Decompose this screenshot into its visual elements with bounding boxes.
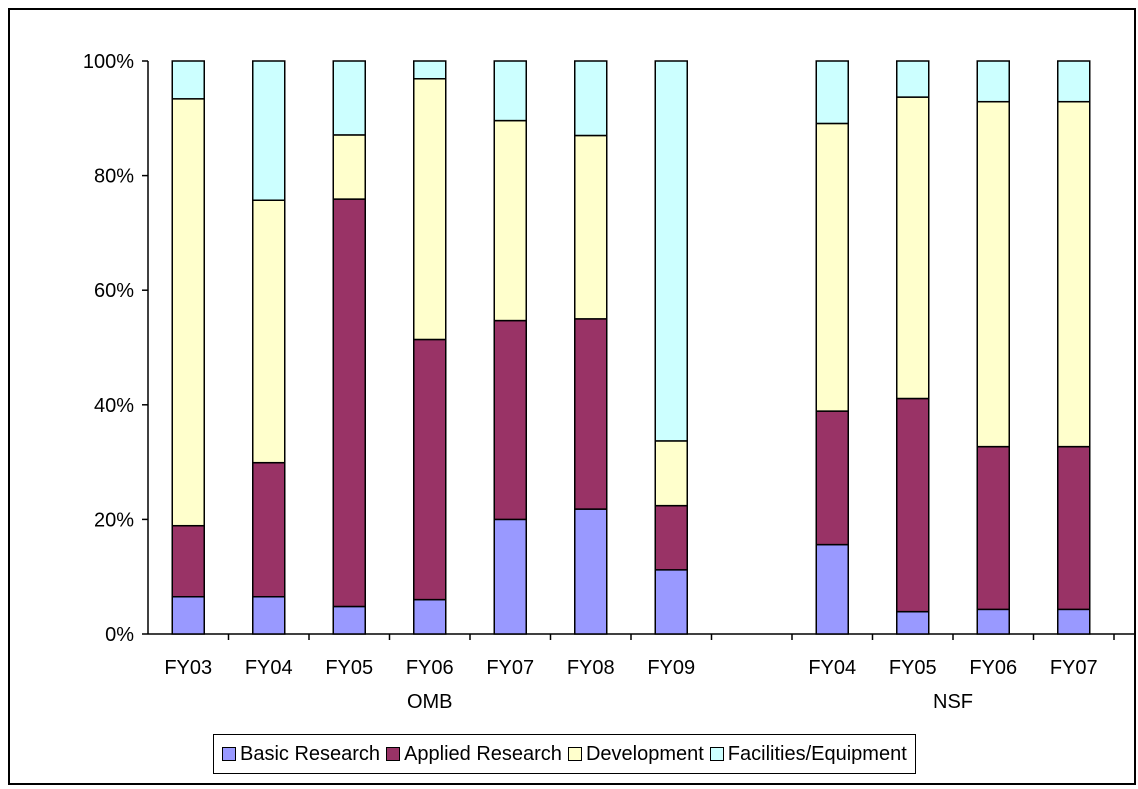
bar-segment-basic-research — [171, 596, 205, 635]
bar-segment-development — [1057, 100, 1091, 448]
bar-segment-basic-research — [252, 596, 286, 635]
y-tick-label: 20% — [94, 509, 134, 531]
x-category-label: FY07 — [486, 657, 534, 679]
y-tick-label: 40% — [94, 395, 134, 417]
bar-segment-applied-research — [1057, 445, 1091, 611]
bar-segment-development — [574, 134, 608, 320]
legend-item-basic-research: Basic Research — [222, 743, 380, 766]
x-category-label: FY08 — [567, 657, 615, 679]
x-category-label: FY03 — [164, 657, 212, 679]
bar-segment-applied-research — [654, 504, 688, 571]
bar-segment-facilities-equipment — [896, 60, 930, 98]
legend-item-applied-research: Applied Research — [386, 743, 562, 766]
bar-segment-facilities-equipment — [574, 60, 608, 137]
bar-segment-applied-research — [171, 524, 205, 598]
bar-segment-development — [252, 199, 286, 464]
bar-segment-applied-research — [815, 410, 849, 546]
legend-label-basic-research: Basic Research — [240, 742, 381, 765]
bar-segment-development — [896, 96, 930, 400]
bar-segment-applied-research — [493, 319, 527, 521]
bar-segment-facilities-equipment — [493, 60, 527, 122]
bar-segment-basic-research — [413, 598, 447, 635]
bar-segment-basic-research — [332, 605, 366, 635]
legend-swatch-facilities-equipment — [709, 747, 724, 761]
x-category-label: FY07 — [1050, 657, 1098, 679]
bar-segment-facilities-equipment — [171, 60, 205, 100]
bar-segment-development — [815, 122, 849, 412]
x-category-label: FY05 — [889, 657, 937, 679]
bar-segment-basic-research — [1057, 608, 1091, 635]
y-tick-label: 60% — [94, 280, 134, 302]
bar-segment-development — [332, 134, 366, 200]
bar-segment-facilities-equipment — [815, 60, 849, 125]
x-category-label: FY09 — [647, 657, 695, 679]
x-category-label: FY06 — [969, 657, 1017, 679]
bar-segment-basic-research — [896, 610, 930, 635]
bar-segment-basic-research — [654, 569, 688, 635]
legend-item-facilities-equipment: Facilities/Equipment — [709, 742, 907, 766]
bar-segment-applied-research — [896, 397, 930, 613]
bar-segment-basic-research — [976, 608, 1010, 635]
x-category-label: FY06 — [406, 657, 454, 679]
axes — [147, 61, 1136, 635]
bar-segment-development — [171, 98, 205, 527]
x-group-label: NSF — [933, 691, 973, 713]
y-tick-label: 80% — [94, 166, 134, 188]
bar-segment-development — [413, 78, 447, 341]
bar-segment-facilities-equipment — [976, 60, 1010, 103]
legend-item-development: Development — [567, 742, 704, 766]
bar-segment-facilities-equipment — [332, 60, 366, 136]
y-tick-label: 0% — [105, 624, 134, 646]
x-category-label: FY05 — [325, 657, 373, 679]
bar-segment-facilities-equipment — [1057, 60, 1091, 103]
bar-segment-facilities-equipment — [654, 60, 688, 442]
bar-segment-applied-research — [574, 318, 608, 510]
bar-segment-basic-research — [574, 508, 608, 635]
bar-segment-applied-research — [976, 445, 1010, 611]
bar-segment-applied-research — [413, 338, 447, 601]
bar-segment-facilities-equipment — [413, 60, 447, 80]
legend: Basic Research Applied Research Developm… — [213, 734, 916, 774]
legend-label-development: Development — [585, 742, 704, 765]
bar-segment-applied-research — [332, 198, 366, 608]
legend-swatch-development — [567, 747, 582, 761]
legend-swatch-basic-research — [222, 747, 236, 761]
legend-label-applied-research: Applied Research — [404, 742, 562, 765]
x-category-label: FY04 — [808, 657, 856, 679]
chart-frame — [8, 8, 1136, 785]
legend-label-facilities-equipment: Facilities/Equipment — [727, 742, 907, 765]
y-tick-label: 100% — [83, 51, 134, 73]
x-group-label: OMB — [407, 691, 453, 713]
bar-segment-development — [976, 100, 1010, 448]
bar-segment-basic-research — [493, 518, 527, 635]
x-category-label: FY04 — [245, 657, 293, 679]
bar-segment-development — [654, 440, 688, 507]
legend-swatch-applied-research — [386, 747, 401, 761]
bars — [171, 60, 1091, 635]
bar-segment-basic-research — [815, 543, 849, 635]
bar-segment-facilities-equipment — [252, 60, 286, 201]
bar-segment-applied-research — [252, 461, 286, 598]
bar-segment-development — [493, 119, 527, 322]
